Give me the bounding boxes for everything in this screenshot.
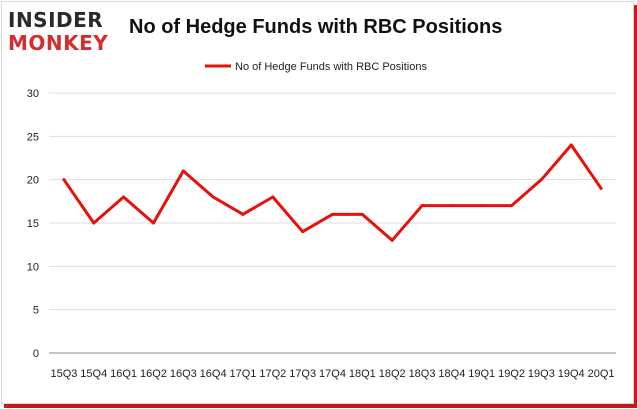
x-tick-label: 18Q4 [438,368,465,380]
x-tick-label: 20Q1 [588,368,615,380]
logo-line-1: INSIDER [8,8,104,32]
y-tick-label: 25 [27,131,39,143]
x-tick-label: 18Q3 [409,368,436,380]
legend: No of Hedge Funds with RBC Positions [205,61,427,73]
chart-title: No of Hedge Funds with RBC Positions [129,16,503,38]
y-tick-label: 0 [33,348,39,360]
y-tick-label: 15 [27,218,39,230]
x-tick-label: 19Q2 [498,368,525,380]
data-point [181,169,185,173]
data-point [569,143,573,147]
data-points [62,143,603,242]
data-point [92,221,96,225]
data-point [211,195,215,199]
data-point [480,204,484,208]
data-point [122,195,126,199]
x-tick-label: 16Q1 [110,368,137,380]
data-point [599,186,603,190]
x-tick-label: 17Q1 [230,368,257,380]
x-tick-label: 17Q4 [319,368,346,380]
grid-layer [49,92,616,354]
data-point [241,212,245,216]
data-point [420,204,424,208]
x-tick-label: 19Q3 [528,368,555,380]
x-axis-ticks: 15Q3 15Q4 16Q1 16Q2 16Q3 16Q4 17Q1 17Q2 17Q3 17Q4… [50,368,614,380]
y-tick-label: 10 [27,261,39,273]
y-tick-label: 5 [33,305,39,317]
x-tick-label: 16Q4 [200,368,227,380]
series-line [62,143,603,242]
x-tick-label: 17Q2 [259,368,286,380]
data-point [450,204,454,208]
data-point [301,230,305,234]
y-tick-label: 30 [27,88,39,100]
x-tick-label: 15Q3 [50,368,77,380]
data-point [360,212,364,216]
x-tick-label: 17Q3 [289,368,316,380]
x-tick-label: 19Q4 [558,368,585,380]
x-tick-label: 16Q2 [140,368,167,380]
y-axis-ticks: 0 5 10 15 20 25 30 [27,88,39,360]
y-tick-label: 20 [27,175,39,187]
x-tick-label: 18Q1 [349,368,376,380]
data-point [539,178,543,182]
x-tick-label: 16Q3 [170,368,197,380]
data-point [62,178,66,182]
legend-label: No of Hedge Funds with RBC Positions [235,61,427,73]
logo-line-2: MONKEY [8,31,109,55]
x-tick-label: 15Q4 [80,368,107,380]
data-point [390,238,394,242]
data-point [331,212,334,216]
x-tick-label: 19Q1 [468,368,495,380]
data-point [151,221,155,225]
x-tick-label: 18Q2 [379,368,406,380]
insider-monkey-logo: INSIDER MONKEY [8,10,114,53]
chart-frame: INSIDER MONKEY No of Hedge Funds with RB… [1,1,634,404]
data-point [510,204,514,208]
data-point [271,195,275,199]
